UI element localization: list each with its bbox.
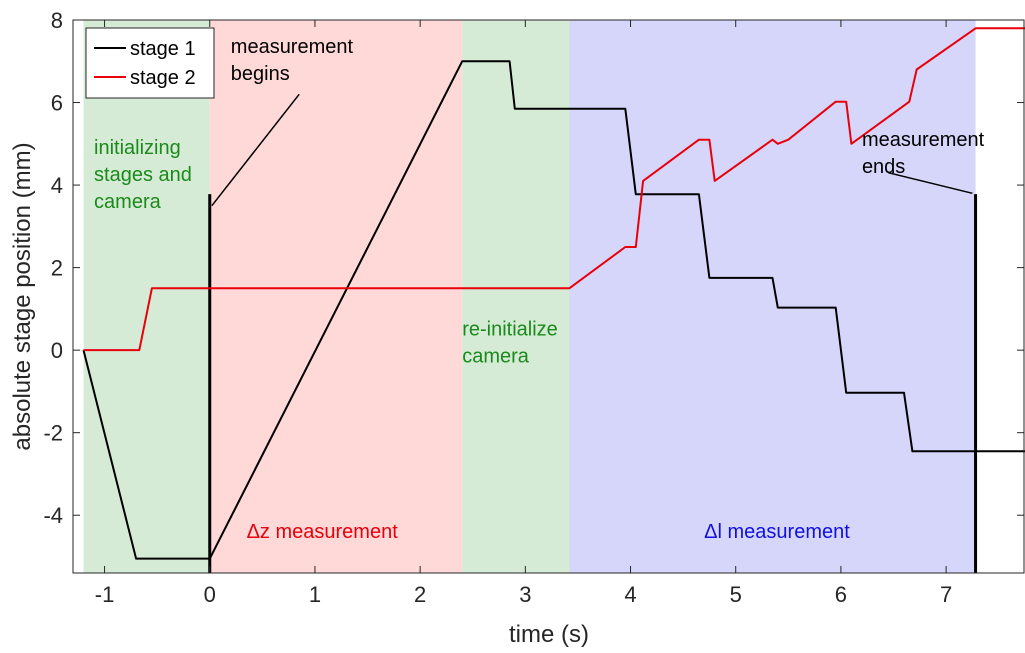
annotation-0: initializing stages and camera (94, 137, 192, 213)
x-tick-label: 6 (835, 582, 847, 607)
series-line-2 (83, 27, 1025, 352)
annotation-5: measurement ends (862, 129, 985, 178)
annotation-3: Δz measurement (247, 521, 399, 543)
shaded-regions (83, 20, 976, 573)
legend-box (85, 27, 215, 99)
x-tick-label: 0 (204, 582, 216, 607)
annotation-line: measurement (231, 36, 354, 58)
x-tick-label: 5 (730, 582, 742, 607)
legend: stage 1 stage 2 (85, 27, 215, 99)
y-tick-label: 4 (51, 173, 63, 198)
x-tick-label: 7 (940, 582, 952, 607)
annotation-line: begins (231, 63, 290, 85)
annotations: initializing stages and camera measurement b… (94, 36, 985, 543)
measurement-boundaries (208, 194, 978, 573)
leader-line-1 (888, 171, 973, 195)
annotation-2: re-initialize camera (462, 319, 558, 368)
annotation-1: measurement begins (231, 36, 354, 85)
series-lines (82, 27, 1025, 560)
y-axis-label: absolute stage position (mm) (9, 142, 36, 450)
y-tick-label: -4 (43, 503, 63, 528)
y-tick-label: 0 (51, 338, 63, 363)
y-tick-label: -2 (43, 421, 63, 446)
region-1 (209, 20, 463, 573)
annotation-line: re-initialize (462, 319, 558, 341)
x-tick-label: -1 (95, 582, 115, 607)
x-axis-label: time (s) (509, 621, 589, 648)
annotation-4: Δl measurement (704, 521, 850, 543)
axis-ticks: -1 0 1 2 3 4 5 6 7 -4 -2 0 2 4 6 8 (43, 8, 1024, 607)
annotation-line: Δz measurement (247, 521, 399, 543)
annotation-leaders (211, 93, 973, 207)
leader-line-0 (211, 93, 300, 207)
legend-entry-1: stage 1 (130, 38, 196, 60)
y-tick-label: 6 (51, 91, 63, 116)
annotation-line: measurement (862, 129, 985, 151)
region-2 (462, 20, 570, 573)
y-tick-label: 2 (51, 256, 63, 281)
legend-entry-2: stage 2 (130, 67, 196, 89)
x-tick-label: 3 (519, 582, 531, 607)
annotation-line: stages and (94, 164, 192, 186)
x-tick-label: 2 (414, 582, 426, 607)
series-line-1 (82, 60, 1025, 560)
x-tick-label: 4 (624, 582, 636, 607)
x-tick-label: 1 (309, 582, 321, 607)
annotation-line: ends (862, 156, 905, 178)
annotation-line: camera (462, 346, 530, 368)
region-0 (83, 20, 210, 573)
y-tick-label: 8 (51, 8, 63, 33)
annotation-line: initializing (94, 137, 181, 159)
annotation-line: camera (94, 191, 162, 213)
axes-box (72, 19, 1025, 574)
annotation-line: Δl measurement (704, 521, 850, 543)
region-3 (569, 20, 976, 573)
